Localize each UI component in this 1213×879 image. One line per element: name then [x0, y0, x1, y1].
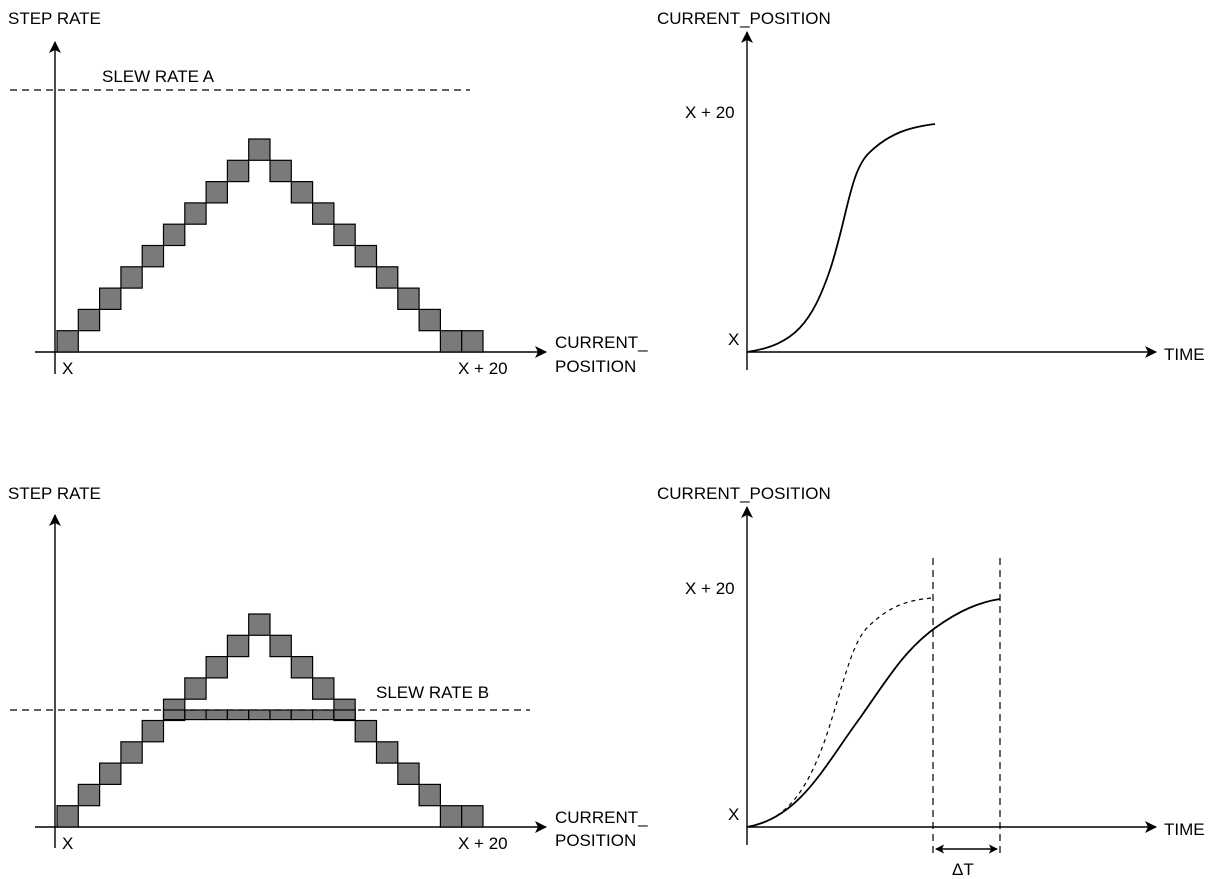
- x-axis-title-line1: CURRENT_: [555, 808, 648, 827]
- step-block: [419, 309, 440, 330]
- x-start-label: X: [62, 834, 73, 853]
- x-end-label: X + 20: [458, 834, 508, 853]
- step-block: [398, 763, 419, 784]
- y-axis-title: STEP RATE: [8, 9, 101, 28]
- slew-clipped-block: [334, 710, 355, 720]
- step-block: [377, 267, 398, 288]
- x-axis-title: TIME: [1164, 820, 1205, 839]
- step-block: [291, 182, 312, 203]
- step-block: [355, 246, 376, 267]
- step-block: [185, 678, 206, 699]
- y-top-label: X + 20: [685, 103, 735, 122]
- step-block: [57, 331, 78, 352]
- step-block: [206, 182, 227, 203]
- step-block: [227, 635, 248, 656]
- step-block: [100, 763, 121, 784]
- panel-bottom-left: STEP RATE SLEW RATE B CURRENT_ POSITION …: [8, 484, 648, 853]
- step-block: [440, 331, 461, 352]
- step-block: [313, 203, 334, 224]
- step-block: [270, 160, 291, 181]
- step-block: [419, 784, 440, 805]
- slew-clipped-block: [291, 710, 312, 720]
- step-block: [398, 288, 419, 309]
- y-origin-label: X: [728, 805, 739, 824]
- step-blocks: [57, 139, 483, 352]
- step-block: [142, 246, 163, 267]
- x-start-label: X: [62, 359, 73, 378]
- slew-clipped-block: [313, 710, 334, 720]
- step-block: [185, 203, 206, 224]
- slew-clipped-block: [249, 710, 270, 720]
- slew-clipped-block: [185, 710, 206, 720]
- reference-curve-dashed: [747, 598, 933, 827]
- step-block: [462, 806, 483, 827]
- step-block: [270, 635, 291, 656]
- slew-clipped-block: [164, 710, 185, 720]
- step-block: [249, 139, 270, 160]
- step-block: [291, 657, 312, 678]
- step-block: [313, 678, 334, 699]
- step-block: [121, 742, 142, 763]
- step-block: [57, 806, 78, 827]
- y-origin-label: X: [728, 330, 739, 349]
- slew-limited-curve: [747, 599, 1000, 827]
- x-axis-title-line2: POSITION: [555, 357, 636, 376]
- panel-top-right: CURRENT_POSITION X + 20 X TIME: [657, 9, 1205, 370]
- y-axis-title: CURRENT_POSITION: [657, 484, 831, 503]
- position-curve: [747, 124, 935, 352]
- x-axis-title-line2: POSITION: [555, 831, 636, 850]
- step-block: [462, 331, 483, 352]
- slew-rate-label: SLEW RATE A: [102, 67, 215, 86]
- slew-rate-label: SLEW RATE B: [376, 683, 489, 702]
- step-block: [355, 721, 376, 742]
- step-block: [121, 267, 142, 288]
- step-block: [334, 224, 355, 245]
- y-top-label: X + 20: [685, 579, 735, 598]
- panel-bottom-right: CURRENT_POSITION X + 20 X TIME ΔT: [657, 484, 1205, 879]
- panel-top-left: STEP RATE SLEW RATE A CURRENT_ POSITION …: [8, 9, 648, 378]
- y-axis-title: CURRENT_POSITION: [657, 9, 831, 28]
- slew-clipped-block: [270, 710, 291, 720]
- delta-t-label: ΔT: [952, 860, 974, 879]
- step-block: [227, 160, 248, 181]
- step-block: [206, 657, 227, 678]
- step-blocks: [57, 614, 483, 827]
- step-block: [142, 721, 163, 742]
- step-block: [249, 614, 270, 635]
- x-axis-title: TIME: [1164, 345, 1205, 364]
- step-block: [440, 806, 461, 827]
- y-axis-title: STEP RATE: [8, 484, 101, 503]
- slew-clipped-block: [206, 710, 227, 720]
- step-block: [78, 309, 99, 330]
- step-block: [78, 784, 99, 805]
- step-block: [100, 288, 121, 309]
- step-block: [164, 224, 185, 245]
- step-block: [377, 742, 398, 763]
- x-end-label: X + 20: [458, 359, 508, 378]
- slew-clipped-block: [227, 710, 248, 720]
- x-axis-title-line1: CURRENT_: [555, 333, 648, 352]
